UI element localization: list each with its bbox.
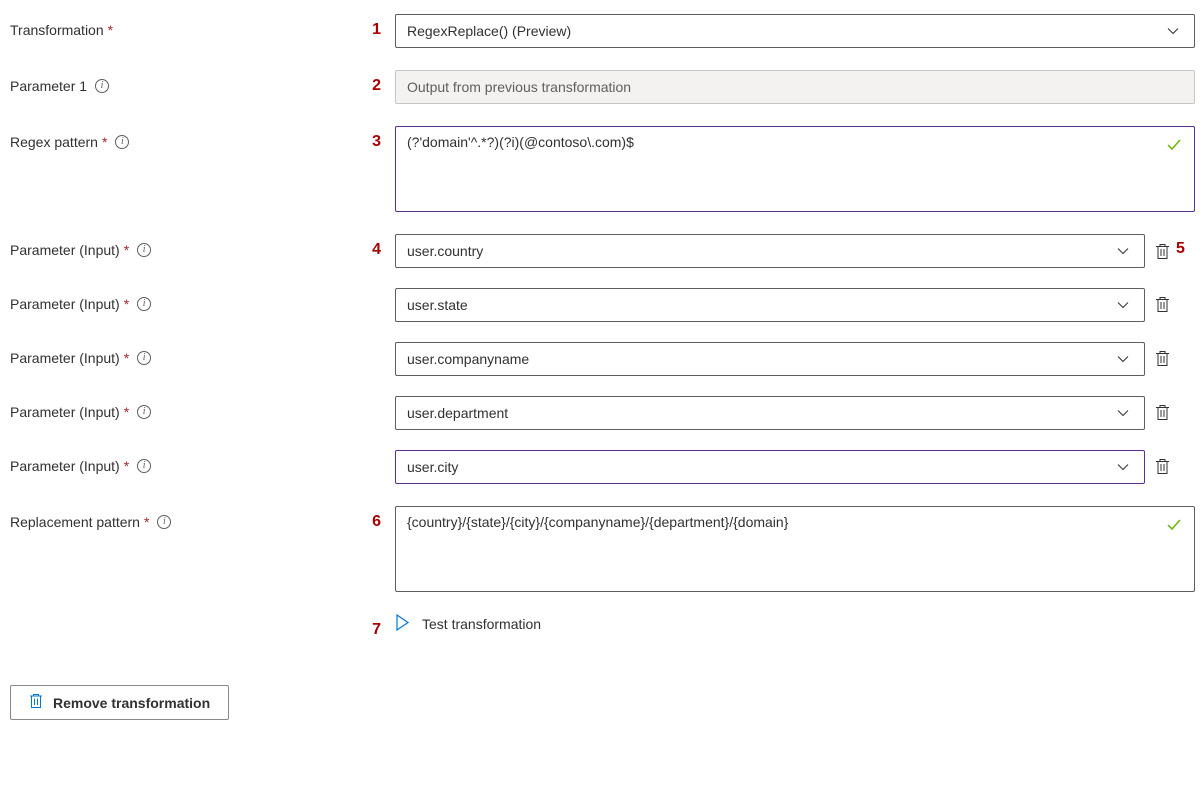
param-input-select-0[interactable]: user.country [395, 234, 1145, 268]
transformation-value: RegexReplace() (Preview) [407, 23, 571, 39]
chevron-down-icon [1116, 406, 1130, 420]
delete-param-button[interactable] [1155, 404, 1170, 421]
info-icon[interactable]: i [137, 405, 151, 419]
required-asterisk: * [124, 350, 129, 366]
param-input-select-1[interactable]: user.state [395, 288, 1145, 322]
chevron-down-icon [1166, 24, 1180, 38]
transformation-select[interactable]: RegexReplace() (Preview) [395, 14, 1195, 48]
param-input-select-3[interactable]: user.department [395, 396, 1145, 430]
replacement-pattern-label: Replacement pattern [10, 514, 140, 530]
trash-icon [29, 693, 43, 712]
delete-param-button[interactable] [1155, 458, 1170, 475]
param-input-select-4[interactable]: user.city [395, 450, 1145, 484]
param-input-label: Parameter (Input) [10, 404, 120, 420]
param-input-label: Parameter (Input) [10, 350, 120, 366]
param-input-label: Parameter (Input) [10, 242, 120, 258]
info-icon[interactable]: i [115, 135, 129, 149]
annotation-4: 4 [372, 241, 381, 258]
annotation-1: 1 [372, 21, 381, 38]
info-icon[interactable]: i [137, 297, 151, 311]
parameter1-field: Output from previous transformation [395, 70, 1195, 104]
checkmark-icon [1166, 517, 1182, 536]
param-input-select-2[interactable]: user.companyname [395, 342, 1145, 376]
remove-transformation-button[interactable]: Remove transformation [10, 685, 229, 720]
regex-pattern-label: Regex pattern [10, 134, 98, 150]
regex-pattern-input[interactable]: (?'domain'^.*?)(?i)(@contoso\.com)$ [395, 126, 1195, 212]
param-input-value: user.state [407, 297, 468, 313]
annotation-2: 2 [372, 77, 381, 94]
info-icon[interactable]: i [137, 243, 151, 257]
info-icon[interactable]: i [157, 515, 171, 529]
replacement-pattern-value: {country}/{state}/{city}/{companyname}/{… [407, 514, 788, 530]
info-icon[interactable]: i [95, 79, 109, 93]
info-icon[interactable]: i [137, 351, 151, 365]
chevron-down-icon [1116, 244, 1130, 258]
required-asterisk: * [124, 242, 129, 258]
test-transformation-label: Test transformation [422, 616, 541, 632]
param-input-label: Parameter (Input) [10, 296, 120, 312]
checkmark-icon [1166, 137, 1182, 156]
param-input-value: user.companyname [407, 351, 529, 367]
annotation-7: 7 [372, 621, 381, 638]
regex-pattern-value: (?'domain'^.*?)(?i)(@contoso\.com)$ [407, 134, 634, 150]
chevron-down-icon [1116, 298, 1130, 312]
chevron-down-icon [1116, 352, 1130, 366]
annotation-5: 5 [1176, 240, 1185, 258]
transformation-label: Transformation [10, 22, 104, 38]
test-transformation-link[interactable]: Test transformation [395, 614, 541, 634]
param-input-value: user.department [407, 405, 508, 421]
required-asterisk: * [102, 134, 107, 150]
remove-transformation-label: Remove transformation [53, 695, 210, 711]
param-input-value: user.city [407, 459, 458, 475]
required-asterisk: * [144, 514, 149, 530]
delete-param-button[interactable] [1155, 296, 1170, 313]
annotation-3: 3 [372, 133, 381, 150]
replacement-pattern-input[interactable]: {country}/{state}/{city}/{companyname}/{… [395, 506, 1195, 592]
required-asterisk: * [124, 296, 129, 312]
param-input-value: user.country [407, 243, 483, 259]
play-icon [395, 614, 410, 634]
required-asterisk: * [124, 404, 129, 420]
delete-param-button[interactable] [1155, 243, 1170, 260]
parameter1-label: Parameter 1 [10, 78, 87, 94]
annotation-6: 6 [372, 513, 381, 530]
required-asterisk: * [124, 458, 129, 474]
param-input-label: Parameter (Input) [10, 458, 120, 474]
delete-param-button[interactable] [1155, 350, 1170, 367]
parameter1-placeholder: Output from previous transformation [407, 79, 631, 95]
chevron-down-icon [1116, 460, 1130, 474]
info-icon[interactable]: i [137, 459, 151, 473]
required-asterisk: * [108, 22, 113, 38]
